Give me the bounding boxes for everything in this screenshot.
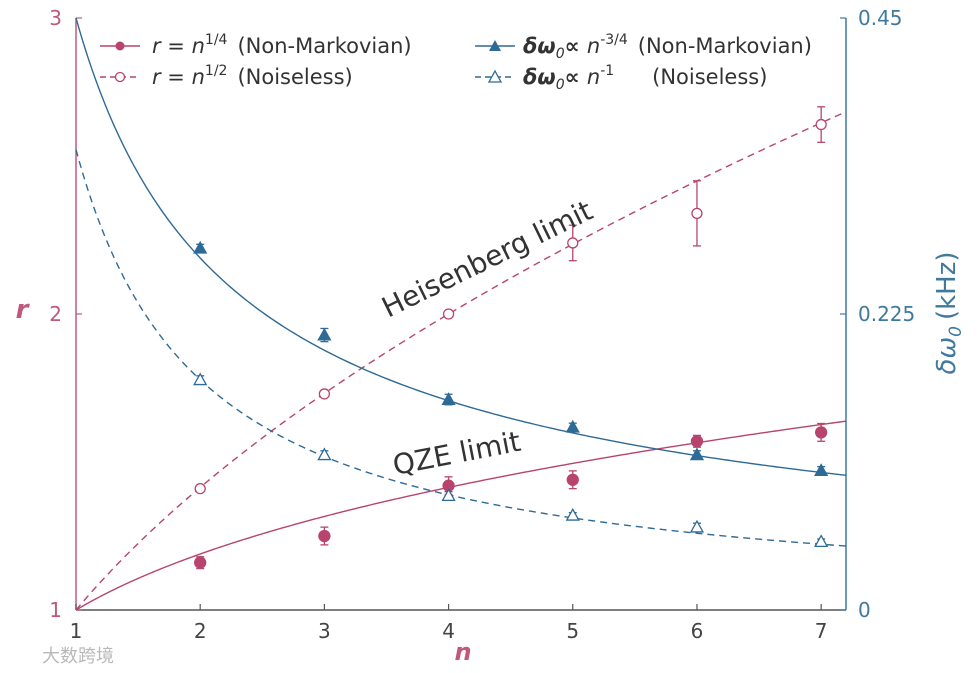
x-tick-label: 5: [566, 619, 579, 643]
legend-marker: [115, 41, 125, 51]
fit-curve-dw-nonmarkov: [75, 17, 847, 477]
legend-marker: [487, 69, 503, 83]
annotation-qze: QZE limit: [390, 425, 523, 482]
legend-entry-r-nonmarkov: r = n1/4 (Non-Markovian): [100, 32, 412, 58]
data-point: [442, 308, 455, 320]
data-point: [318, 388, 331, 400]
data-point: [815, 118, 827, 131]
y-right-tick-label: 0.45: [858, 6, 903, 30]
data-point: [689, 447, 705, 461]
data-point: [565, 507, 580, 521]
data-point: [317, 327, 332, 341]
data-point: [194, 556, 207, 569]
data-point: [691, 207, 703, 220]
x-tick-label: 1: [70, 619, 83, 643]
fit-curve-r-noiseless: [75, 111, 847, 611]
legend-label: δω0∝ n-3/4 (Non-Markovian): [523, 32, 812, 62]
data-point: [814, 534, 829, 548]
x-axis-label: n: [454, 638, 471, 666]
x-tick-label: 7: [815, 619, 828, 643]
y-left-tick-label: 2: [49, 302, 62, 326]
legend-label: r = n1/2 (Noiseless): [152, 63, 353, 89]
x-tick-label: 4: [442, 619, 455, 643]
annotation-heisenberg: Heisenberg limit: [377, 194, 598, 324]
data-point: [690, 435, 704, 448]
y-axis-left-label: r: [16, 295, 31, 325]
fit-curve-dw-noiseless: [75, 149, 847, 547]
data-point: [815, 426, 828, 439]
legend: r = n1/4 (Non-Markovian) r = n1/2 (Noisele…: [100, 32, 812, 93]
data-point: [565, 419, 580, 433]
y-axis-right-unit: (kHz): [932, 251, 962, 320]
legend-entry-r-noiseless: r = n1/2 (Noiseless): [100, 63, 353, 89]
y-left-tick-label: 3: [49, 6, 62, 30]
x-tick-label: 2: [194, 619, 207, 643]
data-point: [317, 447, 332, 461]
legend-entry-dw-nonmarkov: δω0∝ n-3/4 (Non-Markovian): [475, 32, 812, 62]
legend-marker: [489, 40, 501, 51]
data-point: [194, 482, 206, 495]
data-point: [441, 392, 456, 405]
y-right-tick-label: 0: [858, 598, 871, 622]
data-point: [566, 473, 579, 486]
data-point: [441, 488, 456, 501]
legend-label: δω0∝ n-1 (Noiseless): [523, 63, 767, 93]
watermark: 大数跨境: [42, 646, 114, 667]
y-right-tick-label: 0.225: [858, 302, 915, 326]
y-axis-right-label: δω0 (kHz): [932, 251, 966, 374]
legend-label: r = n1/4 (Non-Markovian): [152, 32, 412, 58]
data-point: [689, 519, 705, 533]
x-tick-label: 6: [691, 619, 704, 643]
legend-entry-dw-noiseless: δω0∝ n-1 (Noiseless): [475, 63, 767, 93]
fit-curve-r-nonmarkov: [75, 420, 847, 611]
y-left-tick-label: 1: [49, 598, 62, 622]
data-point: [814, 463, 829, 477]
legend-marker: [114, 71, 126, 83]
data-point: [318, 529, 331, 543]
data-point: [567, 237, 579, 249]
y-axis-right-sub: 0: [946, 326, 966, 337]
x-tick-label: 3: [318, 619, 331, 643]
y-axis-right-symbol: δω: [932, 337, 962, 375]
data-point: [193, 372, 208, 386]
data-point: [193, 240, 208, 254]
